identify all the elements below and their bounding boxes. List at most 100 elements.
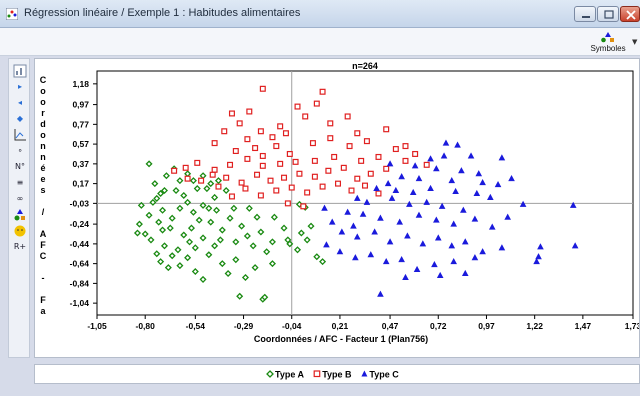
symbols-button[interactable]: Symboles — [588, 30, 628, 54]
data-point[interactable] — [362, 182, 369, 189]
data-point[interactable] — [171, 167, 178, 174]
data-point[interactable] — [402, 143, 409, 150]
data-point[interactable] — [452, 187, 459, 195]
data-point[interactable] — [176, 177, 184, 185]
data-point[interactable] — [211, 193, 219, 201]
data-point[interactable] — [232, 238, 240, 246]
data-point[interactable] — [245, 204, 253, 212]
data-point[interactable] — [303, 236, 311, 244]
data-point[interactable] — [141, 230, 149, 238]
data-point[interactable] — [352, 254, 359, 261]
data-point[interactable] — [402, 273, 409, 280]
data-point[interactable] — [244, 136, 251, 143]
data-point[interactable] — [471, 215, 479, 222]
data-point[interactable] — [273, 187, 280, 194]
data-point[interactable] — [199, 234, 207, 242]
data-point[interactable] — [286, 240, 294, 248]
data-point[interactable] — [498, 154, 506, 161]
data-point[interactable] — [189, 208, 197, 216]
data-point[interactable] — [313, 253, 321, 261]
data-point[interactable] — [176, 262, 184, 270]
data-point[interactable] — [211, 166, 218, 173]
r2-icon[interactable]: R+ — [13, 242, 27, 251]
data-point[interactable] — [319, 258, 327, 266]
data-point[interactable] — [377, 290, 384, 297]
data-point[interactable] — [419, 240, 427, 247]
data-point[interactable] — [307, 222, 315, 230]
data-point[interactable] — [251, 264, 259, 272]
data-point[interactable] — [257, 192, 264, 199]
data-point[interactable] — [377, 214, 384, 221]
data-point[interactable] — [479, 178, 486, 186]
data-point[interactable] — [230, 204, 238, 212]
data-point[interactable] — [218, 226, 226, 234]
data-point[interactable] — [157, 189, 165, 198]
data-point[interactable] — [207, 218, 215, 226]
data-point[interactable] — [268, 260, 276, 268]
data-point[interactable] — [193, 185, 201, 193]
data-point[interactable] — [348, 187, 355, 194]
data-point[interactable] — [423, 161, 430, 168]
data-point[interactable] — [363, 198, 371, 205]
data-point[interactable] — [358, 157, 365, 164]
data-point[interactable] — [386, 160, 394, 167]
data-point[interactable] — [535, 253, 542, 260]
data-point[interactable] — [373, 184, 380, 192]
data-point[interactable] — [215, 183, 222, 190]
data-point[interactable] — [184, 254, 192, 262]
data-point[interactable] — [404, 232, 411, 239]
legend-item[interactable]: Type C — [361, 370, 399, 380]
data-point[interactable] — [133, 229, 142, 237]
data-point[interactable] — [228, 110, 235, 117]
data-point[interactable] — [159, 206, 167, 214]
data-point[interactable] — [450, 258, 457, 265]
data-point[interactable] — [224, 269, 232, 278]
data-point[interactable] — [367, 251, 375, 258]
data-point[interactable] — [238, 222, 246, 230]
data-point[interactable] — [222, 187, 230, 195]
data-point[interactable] — [335, 180, 342, 187]
data-point[interactable] — [313, 100, 320, 107]
data-point[interactable] — [323, 241, 330, 248]
data-point[interactable] — [396, 218, 404, 225]
symbols-icon[interactable] — [12, 207, 28, 223]
data-point[interactable] — [450, 220, 457, 227]
data-point[interactable] — [327, 120, 334, 127]
data-point[interactable] — [277, 160, 284, 167]
data-point[interactable] — [460, 206, 467, 213]
scatter-chart[interactable]: n=264 -1,05 -0,80 -0,54 -0,29 -0,04 0,21 0,47 0,… — [35, 59, 640, 357]
data-point[interactable] — [571, 242, 579, 249]
data-point[interactable] — [228, 193, 235, 200]
data-point[interactable] — [168, 214, 176, 222]
data-point[interactable] — [371, 228, 378, 235]
minimize-button[interactable] — [574, 6, 596, 22]
data-point[interactable] — [273, 143, 280, 150]
data-point[interactable] — [487, 193, 494, 200]
infinity-icon[interactable]: ∞ — [16, 194, 24, 203]
data-point[interactable] — [454, 141, 461, 148]
data-point[interactable] — [375, 190, 382, 197]
data-point[interactable] — [226, 214, 234, 222]
data-point[interactable] — [180, 231, 188, 239]
chart-icon[interactable] — [12, 63, 28, 79]
data-point[interactable] — [304, 189, 311, 196]
data-point[interactable] — [297, 229, 305, 237]
data-point[interactable] — [164, 264, 172, 272]
data-point[interactable] — [184, 198, 192, 206]
data-point[interactable] — [300, 203, 307, 210]
data-point[interactable] — [293, 246, 302, 254]
data-point[interactable] — [367, 170, 374, 177]
data-point[interactable] — [392, 186, 400, 194]
data-point[interactable] — [479, 248, 486, 255]
data-point[interactable] — [344, 113, 351, 120]
data-point[interactable] — [243, 232, 251, 240]
data-point[interactable] — [415, 175, 423, 182]
data-point[interactable] — [236, 292, 244, 300]
data-point[interactable] — [270, 213, 278, 221]
data-point[interactable] — [205, 204, 213, 212]
data-point[interactable] — [203, 185, 211, 193]
data-point[interactable] — [261, 293, 269, 301]
data-point[interactable] — [153, 194, 161, 202]
maximize-button[interactable] — [597, 6, 619, 22]
data-point[interactable] — [238, 179, 245, 186]
